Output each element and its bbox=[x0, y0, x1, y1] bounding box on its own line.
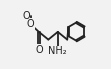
Text: O: O bbox=[27, 19, 34, 29]
Text: NH₂: NH₂ bbox=[49, 46, 67, 56]
Text: O: O bbox=[35, 45, 43, 55]
Text: O: O bbox=[22, 11, 30, 21]
